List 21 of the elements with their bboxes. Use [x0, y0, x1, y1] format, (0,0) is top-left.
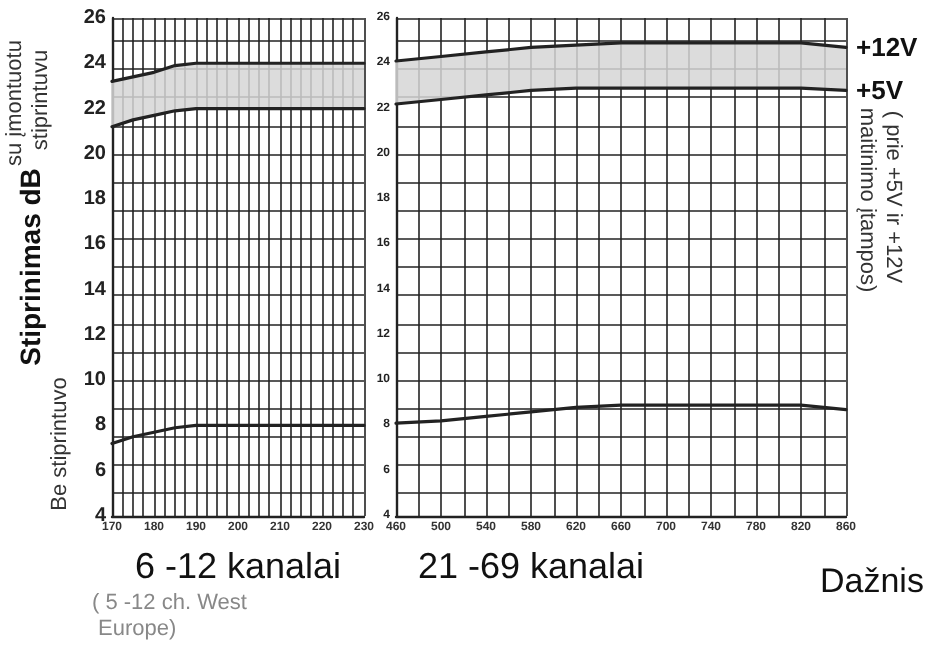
series-label: +12V — [856, 32, 919, 63]
x-axis-title: 21 -69 kanalai — [417, 546, 645, 586]
text: ( 5 -12 ch. West Europe) — [92, 591, 247, 641]
y-tick-label: 14 — [83, 278, 107, 301]
y-tick-label: 22 — [83, 97, 107, 120]
y-tick-label: 20 — [83, 142, 107, 165]
y-tick-label: 26 — [83, 7, 107, 29]
y-tick-label: 18 — [83, 188, 107, 211]
text: Be stiprintuvo — [48, 377, 72, 511]
y-tick-label: 6 — [94, 459, 107, 482]
text: su įmontuotu stiprintuvu — [3, 33, 53, 167]
text: ( prie +5V ir +12V maitinimo įtampos) — [855, 107, 905, 293]
x-axis-title: 6 -12 kanalai — [134, 546, 342, 586]
text: Dažnis — [820, 562, 924, 600]
y-tick-label: 8 — [94, 414, 107, 437]
y-tick-label: 12 — [83, 323, 107, 346]
series-label: +5V — [856, 75, 904, 106]
y-tick-label: 16 — [83, 233, 107, 256]
y-tick-label: 10 — [83, 369, 107, 392]
y-axis-title: Stiprinimas dB — [14, 168, 46, 366]
y-tick-label: 24 — [83, 52, 107, 75]
